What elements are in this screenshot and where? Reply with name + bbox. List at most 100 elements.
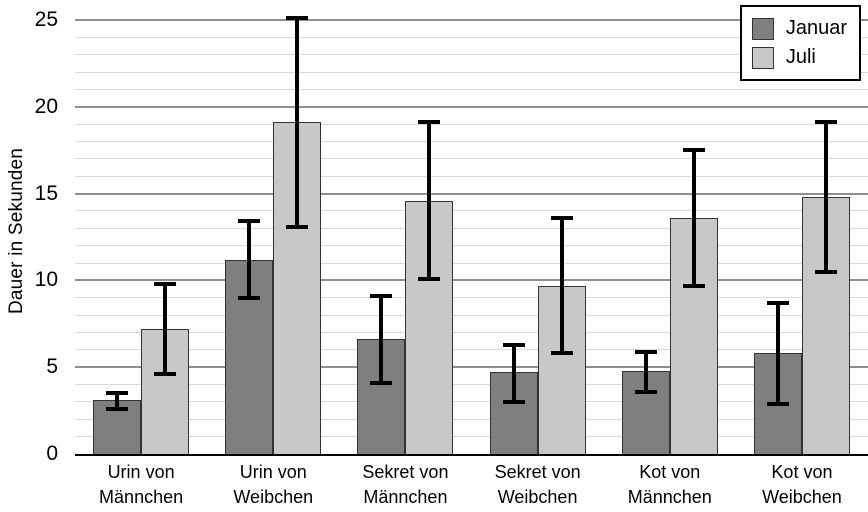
- error-bar: [418, 120, 441, 281]
- error-bar-stem: [163, 283, 168, 375]
- minor-gridline: [75, 262, 868, 264]
- error-bar: [682, 148, 705, 288]
- plot-area: [75, 16, 868, 456]
- bar-slot: [225, 20, 274, 454]
- error-bar-cap-top: [286, 16, 309, 21]
- error-bar-cap-top: [634, 349, 657, 354]
- error-bar: [106, 391, 129, 411]
- minor-gridline: [75, 314, 868, 316]
- error-bar: [634, 349, 657, 394]
- minor-gridline: [75, 175, 868, 177]
- minor-gridline: [75, 401, 868, 403]
- bar-group: [339, 20, 471, 454]
- bar-slot: [753, 20, 802, 454]
- major-gridline: [75, 105, 868, 108]
- bar-slot: [537, 20, 586, 454]
- legend-item-juli: Juli: [751, 43, 847, 72]
- januar-swatch-icon: [751, 17, 774, 40]
- error-bar: [286, 16, 309, 229]
- error-bar-stem: [247, 221, 252, 298]
- error-bar-cap-bottom: [418, 276, 441, 281]
- x-tick-label: Urin von Weibchen: [233, 462, 314, 507]
- bar-slot: [273, 16, 322, 454]
- y-tick-label: 5: [46, 355, 58, 379]
- minor-gridline: [75, 245, 868, 247]
- error-bar: [238, 219, 261, 300]
- bar-slot: [489, 20, 538, 454]
- minor-gridline: [75, 36, 868, 38]
- error-bar: [502, 342, 525, 404]
- bar-slot: [357, 20, 406, 454]
- error-bar-cap-bottom: [766, 401, 789, 406]
- error-bar-cap-top: [418, 120, 441, 125]
- bar-group: [207, 16, 339, 454]
- error-bar-stem: [559, 217, 564, 354]
- bar-group: [75, 20, 207, 454]
- bar-slot: [621, 20, 670, 454]
- error-bar-stem: [427, 122, 432, 279]
- error-bar-stem: [691, 150, 696, 286]
- minor-gridline: [75, 141, 868, 143]
- error-bar: [370, 294, 393, 385]
- minor-gridline: [75, 384, 868, 386]
- minor-gridline: [75, 297, 868, 299]
- bar-group: [604, 20, 736, 454]
- y-tick-label: 15: [34, 181, 58, 205]
- legend-item-januar: Januar: [751, 14, 847, 43]
- error-bar-cap-bottom: [550, 351, 573, 356]
- error-bar-stem: [115, 393, 120, 409]
- minor-gridline: [75, 71, 868, 73]
- error-bar: [154, 281, 177, 377]
- bar-slot: [801, 20, 850, 454]
- error-bar-cap-bottom: [502, 399, 525, 404]
- minor-gridline: [75, 436, 868, 438]
- major-gridline: [75, 19, 868, 21]
- x-tick-label: Urin von Männchen: [99, 462, 184, 507]
- x-tick-label: Sekret von Weibchen: [494, 462, 581, 507]
- minor-gridline: [75, 349, 868, 351]
- minor-gridline: [75, 418, 868, 420]
- minor-gridline: [75, 88, 868, 90]
- bar-slot: [405, 20, 454, 454]
- error-bar-stem: [643, 351, 648, 392]
- error-bar-cap-top: [154, 281, 177, 286]
- error-bar-cap-bottom: [370, 380, 393, 385]
- error-bar-cap-bottom: [238, 295, 261, 300]
- minor-gridline: [75, 227, 868, 229]
- y-axis-tick-labels: 0 5 10 15 20 25: [0, 8, 66, 465]
- y-tick-label: 25: [34, 8, 58, 31]
- minor-gridline: [75, 158, 868, 160]
- error-bar-cap-bottom: [682, 283, 705, 288]
- error-bar-stem: [823, 122, 828, 272]
- x-axis-tick-labels: Urin von Männchen Urin von Weibchen Sekret…: [75, 460, 868, 510]
- x-tick-label: Kot von Männchen: [627, 462, 712, 507]
- bar-slot: [93, 20, 142, 454]
- error-bar-cap-top: [106, 391, 129, 396]
- error-bar-cap-bottom: [634, 389, 657, 394]
- error-bar-cap-bottom: [154, 372, 177, 377]
- major-gridline: [75, 192, 868, 195]
- bar-group: [736, 20, 868, 454]
- error-bar-cap-top: [766, 300, 789, 305]
- error-bar: [550, 215, 573, 356]
- y-tick-label: 0: [46, 442, 58, 465]
- bar-slot: [141, 20, 190, 454]
- error-bar: [814, 120, 837, 274]
- error-bar-stem: [775, 302, 780, 404]
- error-bar-cap-top: [502, 342, 525, 347]
- major-gridline: [75, 279, 868, 282]
- x-tick-label: Sekret von Männchen: [362, 462, 449, 507]
- y-tick-label: 20: [34, 94, 58, 118]
- error-bar-cap-top: [238, 219, 261, 224]
- bar-slot: [669, 20, 718, 454]
- major-gridline: [75, 366, 868, 369]
- juli-swatch-icon: [751, 46, 774, 69]
- error-bar-cap-bottom: [286, 224, 309, 229]
- minor-gridline: [75, 123, 868, 125]
- error-bar-cap-top: [550, 215, 573, 220]
- minor-gridline: [75, 331, 868, 333]
- x-tick-label: Kot von Weibchen: [762, 462, 842, 507]
- error-bar-cap-bottom: [106, 406, 129, 411]
- error-bar-stem: [511, 344, 516, 402]
